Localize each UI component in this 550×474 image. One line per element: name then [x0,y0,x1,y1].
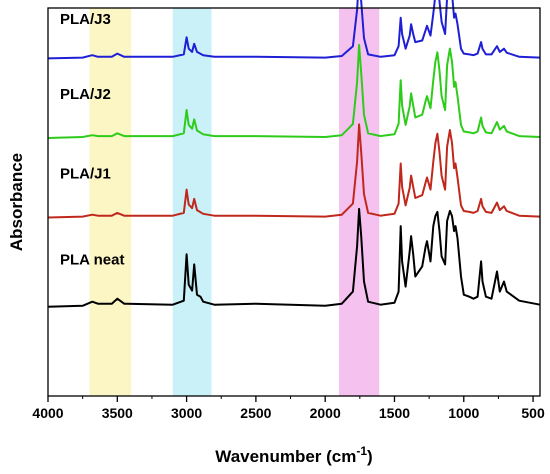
series-label-pla-j1: PLA/J1 [60,165,111,182]
series-label-pla-neat: PLA neat [60,251,124,268]
series-line-pla-j1 [47,123,541,219]
x-axis-title: Wavenumber (cm-1) [215,444,372,466]
highlight-band-1 [89,8,132,396]
x-tick-label-3500: 3500 [102,405,133,421]
highlight-band-2 [172,8,212,396]
y-axis-title: Absorbance [7,153,26,251]
series-label-pla-j2: PLA/J2 [60,86,111,103]
series-labels: PLA/J3 PLA/J2 PLA/J1 PLA neat [60,11,124,268]
highlight-band-3 [339,8,380,396]
series-line-pla-j2 [47,43,541,139]
x-tick-label-500: 500 [521,405,545,421]
x-tick-label-1000: 1000 [448,405,479,421]
x-tick-label-4000: 4000 [32,405,63,421]
x-tick-label-2500: 2500 [240,405,271,421]
x-tick-label-2000: 2000 [310,405,341,421]
plot-frame [47,7,541,397]
x-tick-label-1500: 1500 [379,405,410,421]
highlight-bands [89,8,380,396]
x-axis-tick-labels: 4000 3500 3000 2500 2000 1500 1000 500 [32,405,545,421]
series-lines [47,0,541,308]
x-axis-ticks [47,396,534,402]
x-tick-label-3000: 3000 [171,405,202,421]
series-line-pla-neat [47,207,541,308]
series-label-pla-j3: PLA/J3 [60,11,111,28]
series-line-pla-j3 [47,0,541,60]
